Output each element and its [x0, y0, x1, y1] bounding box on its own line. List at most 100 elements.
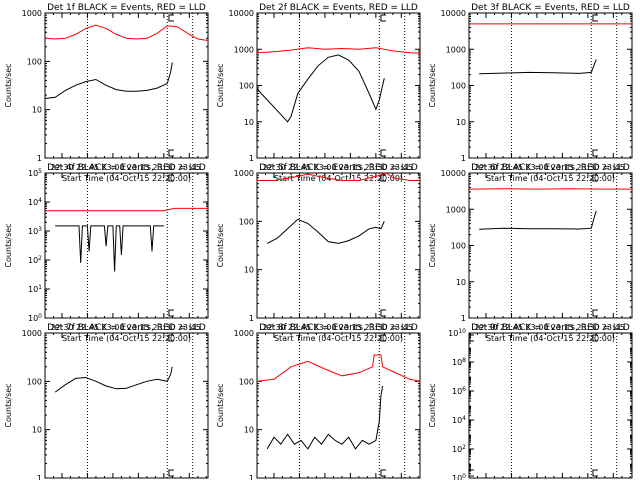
interval-mark [168, 334, 174, 342]
x-tick-label: 23:45 [602, 163, 625, 172]
interval-mark [168, 149, 174, 157]
detector-panel-7: Det 7f BLACK = Events, RED = LLD 1 10 100 10… [4, 323, 209, 480]
x-tick-label: 23:00 [101, 163, 124, 172]
chart-title: Det 6f BLACK = Events, RED = LLD [471, 163, 630, 173]
y-tick-label: 104 [452, 415, 466, 425]
y-tick-label: 104 [28, 197, 42, 207]
y-axis-label: Counts/sec [216, 63, 225, 107]
x-tick-label: 22:30 [50, 323, 73, 332]
y-axis-label: Counts/sec [428, 223, 437, 267]
y-tick-label: 1000 [446, 45, 466, 54]
detector-panel-5: Det 5f BLACK = Events, RED = LLD 1 10 100 10… [216, 163, 421, 343]
detector-panel-1: Det 1f BLACK = Events, RED = LLD 1 10 100 10… [4, 3, 209, 183]
detector-panel-9: Det 9f BLACK = Events, RED = LLD 100 102 10… [428, 323, 633, 480]
x-tick-label: 23:30 [152, 163, 175, 172]
x-tick-label: 23:45 [178, 323, 201, 332]
x-tick-label: 23:45 [390, 323, 413, 332]
lld-rate-line [45, 24, 208, 41]
chart-title: Det 3f BLACK = Events, RED = LLD [471, 3, 630, 13]
x-tick-label: 23:30 [576, 323, 599, 332]
x-tick-label: 23:15 [127, 163, 150, 172]
interval-mark [380, 334, 386, 342]
y-axis-label: Counts/sec [4, 63, 13, 107]
x-tick-label: 22:30 [262, 163, 285, 172]
y-tick-label: 10 [456, 278, 466, 287]
chart-title: Det 2f BLACK = Events, RED = LLD [259, 3, 418, 13]
plot-frame [468, 332, 633, 479]
interval-mark [168, 309, 174, 317]
plot-frame [44, 12, 209, 159]
y-tick-label: 10000 [229, 9, 254, 18]
y-tick-label: 1010 [448, 328, 466, 338]
interval-mark [592, 14, 598, 22]
y-tick-label: 1 [249, 314, 254, 323]
y-tick-label: 10 [244, 426, 254, 435]
detector-panel-2: Det 2f BLACK = Events, RED = LLD 1 10 100 10… [216, 3, 421, 183]
x-tick-label: 23:15 [339, 323, 362, 332]
lld-rate-line [257, 173, 420, 181]
x-tick-label: 23:30 [364, 163, 387, 172]
x-tick-label: 22:30 [474, 163, 497, 172]
y-tick-label: 1 [249, 474, 254, 480]
x-tick-label: 23:00 [525, 323, 548, 332]
events-rate-line [257, 54, 385, 123]
y-tick-label: 1000 [446, 205, 466, 214]
x-axis-label: Start Time (04-Oct-15 22:20:00) [486, 174, 615, 183]
x-tick-label: 23:45 [602, 323, 625, 332]
y-tick-label: 106 [452, 386, 466, 396]
y-tick-label: 1000 [234, 329, 254, 338]
interval-mark [380, 14, 386, 22]
y-tick-label: 100 [27, 377, 42, 386]
chart-title: Det 7f BLACK = Events, RED = LLD [47, 323, 206, 333]
x-tick-label: 23:45 [178, 163, 201, 172]
x-tick-label: 22:45 [76, 163, 99, 172]
chart-title: Det 4f BLACK = Events, RED = LLD [47, 163, 206, 173]
x-tick-label: 23:00 [101, 323, 124, 332]
x-axis-label: Start Time (04-Oct-15 22:20:00) [274, 334, 403, 343]
x-axis-label: Start Time (04-Oct-15 22:20:00) [62, 334, 191, 343]
y-tick-label: 10 [32, 106, 42, 115]
x-tick-label: 23:15 [127, 323, 150, 332]
events-rate-line [266, 218, 385, 244]
plot-frame [468, 12, 633, 159]
y-tick-label: 1000 [22, 9, 42, 18]
plot-frame [44, 172, 209, 319]
interval-mark [168, 14, 174, 22]
x-tick-label: 23:15 [551, 323, 574, 332]
chart-title: Det 5f BLACK = Events, RED = LLD [259, 163, 418, 173]
x-tick-label: 22:30 [474, 323, 497, 332]
y-tick-label: 10000 [441, 9, 466, 18]
x-axis-label: Start Time (04-Oct-15 22:20:00) [274, 174, 403, 183]
y-tick-label: 10 [32, 426, 42, 435]
x-tick-label: 23:45 [390, 163, 413, 172]
lld-rate-line [257, 47, 420, 54]
y-tick-label: 1000 [22, 329, 42, 338]
y-axis-label: Counts/sec [4, 223, 13, 267]
plot-frame [256, 172, 421, 319]
interval-mark [380, 469, 386, 477]
events-rate-line [479, 59, 597, 75]
interval-mark [592, 469, 598, 477]
x-tick-label: 23:15 [551, 163, 574, 172]
x-tick-label: 23:00 [525, 163, 548, 172]
x-tick-label: 22:45 [76, 323, 99, 332]
plot-frame [256, 332, 421, 479]
x-tick-label: 23:30 [364, 323, 387, 332]
interval-mark [592, 149, 598, 157]
interval-mark [592, 334, 598, 342]
y-tick-label: 1000 [234, 169, 254, 178]
y-tick-label: 100 [451, 242, 466, 251]
y-tick-label: 108 [452, 357, 466, 367]
y-axis-label: Counts/sec [4, 383, 13, 427]
y-tick-label: 10 [456, 118, 466, 127]
x-tick-label: 23:15 [339, 163, 362, 172]
y-tick-label: 100 [451, 82, 466, 91]
x-tick-label: 22:45 [500, 163, 523, 172]
y-tick-label: 100 [239, 377, 254, 386]
y-axis-label: Counts/sec [428, 383, 437, 427]
y-axis-label: Counts/sec [428, 63, 437, 107]
x-axis-label: Start Time (04-Oct-15 22:20:00) [486, 334, 615, 343]
x-tick-label: 22:45 [500, 323, 523, 332]
y-tick-label: 1 [249, 154, 254, 163]
